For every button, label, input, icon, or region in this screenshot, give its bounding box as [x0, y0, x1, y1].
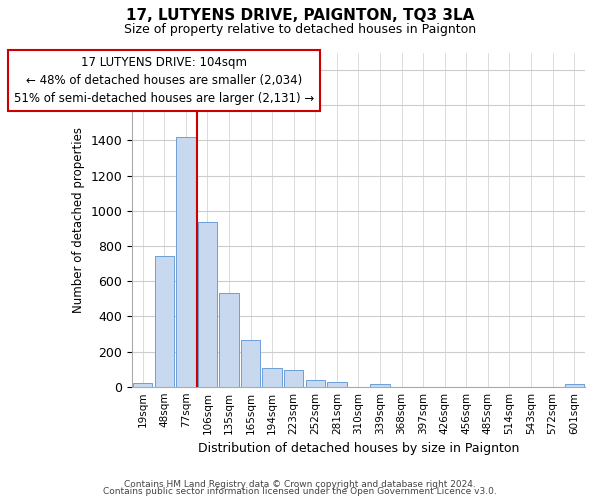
Text: Contains public sector information licensed under the Open Government Licence v3: Contains public sector information licen… [103, 487, 497, 496]
Bar [305, 380, 325, 386]
Bar [155, 256, 174, 386]
Bar [198, 222, 217, 386]
Bar [176, 137, 196, 386]
Bar [219, 294, 239, 386]
Bar [241, 340, 260, 386]
Bar [565, 384, 584, 386]
X-axis label: Distribution of detached houses by size in Paignton: Distribution of detached houses by size … [198, 442, 519, 455]
Bar [262, 368, 282, 386]
Text: 17, LUTYENS DRIVE, PAIGNTON, TQ3 3LA: 17, LUTYENS DRIVE, PAIGNTON, TQ3 3LA [126, 8, 474, 22]
Text: Size of property relative to detached houses in Paignton: Size of property relative to detached ho… [124, 22, 476, 36]
Bar [284, 370, 304, 386]
Text: 17 LUTYENS DRIVE: 104sqm
← 48% of detached houses are smaller (2,034)
51% of sem: 17 LUTYENS DRIVE: 104sqm ← 48% of detach… [14, 56, 314, 105]
Bar [327, 382, 347, 386]
Bar [133, 383, 152, 386]
Y-axis label: Number of detached properties: Number of detached properties [72, 126, 85, 312]
Text: Contains HM Land Registry data © Crown copyright and database right 2024.: Contains HM Land Registry data © Crown c… [124, 480, 476, 489]
Bar [370, 384, 390, 386]
